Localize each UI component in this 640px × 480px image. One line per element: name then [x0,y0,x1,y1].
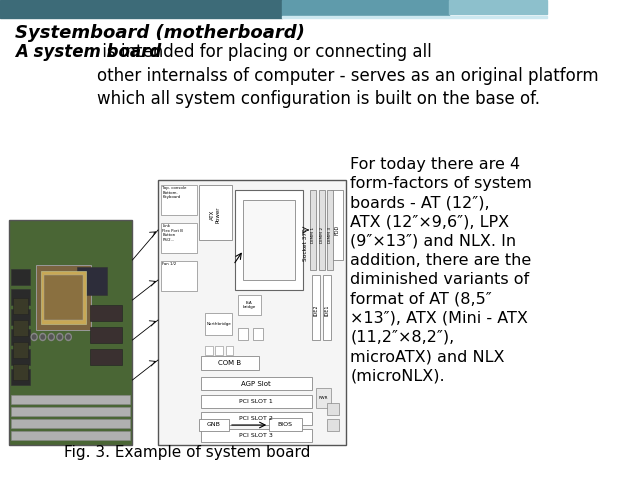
Bar [90,305,122,321]
Bar [253,328,263,340]
Text: AGP Slot: AGP Slot [241,381,271,386]
Bar [327,419,339,431]
Circle shape [67,335,70,339]
Bar [11,329,30,345]
Bar [327,190,333,270]
Circle shape [65,334,71,340]
Bar [205,346,212,355]
Bar [13,342,28,358]
Text: BIOS: BIOS [278,422,293,427]
Bar [225,346,233,355]
Bar [323,275,332,340]
Text: DIMM 3: DIMM 3 [328,227,332,243]
Bar [41,271,86,324]
Bar [331,190,342,260]
Text: GNB: GNB [207,421,221,427]
Bar [205,313,232,335]
Bar [11,431,130,440]
Text: PCI SLOT 1: PCI SLOT 1 [239,399,273,404]
Bar [0,0,282,18]
Bar [327,403,339,415]
Bar [11,395,130,404]
Text: A system board: A system board [15,43,162,61]
Text: Northbridge: Northbridge [206,322,231,326]
Bar [199,419,229,431]
Bar [77,267,107,295]
Bar [161,261,196,291]
Text: IDE2: IDE2 [314,304,319,316]
Bar [237,295,261,315]
Bar [11,309,30,325]
Bar [90,349,122,365]
Bar [282,0,449,16]
Bar [215,346,223,355]
Bar [449,0,547,14]
Bar [201,429,312,442]
Bar [237,328,248,340]
Text: PCI SLOT 2: PCI SLOT 2 [239,416,273,421]
Bar [319,190,324,270]
Bar [161,223,196,253]
Bar [11,407,130,416]
Circle shape [58,335,61,339]
Bar [269,418,301,431]
Bar [201,356,259,370]
Text: ISA
bridge: ISA bridge [243,300,256,309]
Text: PWR: PWR [319,396,328,400]
Text: ATX
Power: ATX Power [210,207,221,223]
Bar [312,275,321,340]
Bar [158,180,346,445]
Bar [282,16,547,18]
Circle shape [49,335,53,339]
Bar [13,364,28,380]
Bar [310,190,316,270]
Circle shape [31,334,37,340]
Text: Link
Flex Port B
Button
PS/2...: Link Flex Port B Button PS/2... [163,224,183,242]
Bar [161,185,196,215]
Text: DIMM 1: DIMM 1 [311,227,315,243]
Text: COM B: COM B [218,360,241,366]
Text: Systemboard (motherboard): Systemboard (motherboard) [15,24,305,42]
Bar [11,289,30,305]
Bar [13,298,28,314]
Bar [11,349,30,365]
Text: For today there are 4
form-factors of system
boards - AT (12″),
ATX (12″×9,6″), : For today there are 4 form-factors of sy… [350,157,532,383]
Text: IDE1: IDE1 [324,304,330,316]
Bar [11,419,130,428]
Circle shape [48,334,54,340]
Bar [235,190,303,290]
Bar [316,388,332,408]
Bar [201,377,312,390]
Bar [36,265,92,330]
Bar [243,200,295,280]
Text: is intended for placing or connecting all
other internalss of computer - serves : is intended for placing or connecting al… [97,43,598,108]
Bar [201,395,312,408]
Text: PCI SLOT 3: PCI SLOT 3 [239,433,273,438]
Circle shape [33,335,36,339]
Bar [44,275,83,320]
Text: Top. console
Bottom.
Keyboard: Top. console Bottom. Keyboard [163,186,187,199]
Text: Socket 370: Socket 370 [303,228,307,262]
Circle shape [57,334,63,340]
Text: Fan 1/2: Fan 1/2 [163,262,177,266]
Bar [199,185,232,240]
Bar [11,369,30,385]
Circle shape [41,335,44,339]
Text: FDD: FDD [334,225,339,235]
Bar [8,220,132,445]
Bar [11,269,30,285]
Text: DIMM 2: DIMM 2 [319,227,324,243]
Bar [13,320,28,336]
Text: Fig. 3. Example of system board: Fig. 3. Example of system board [64,445,310,460]
Bar [201,412,312,425]
Circle shape [40,334,45,340]
Bar [90,327,122,343]
